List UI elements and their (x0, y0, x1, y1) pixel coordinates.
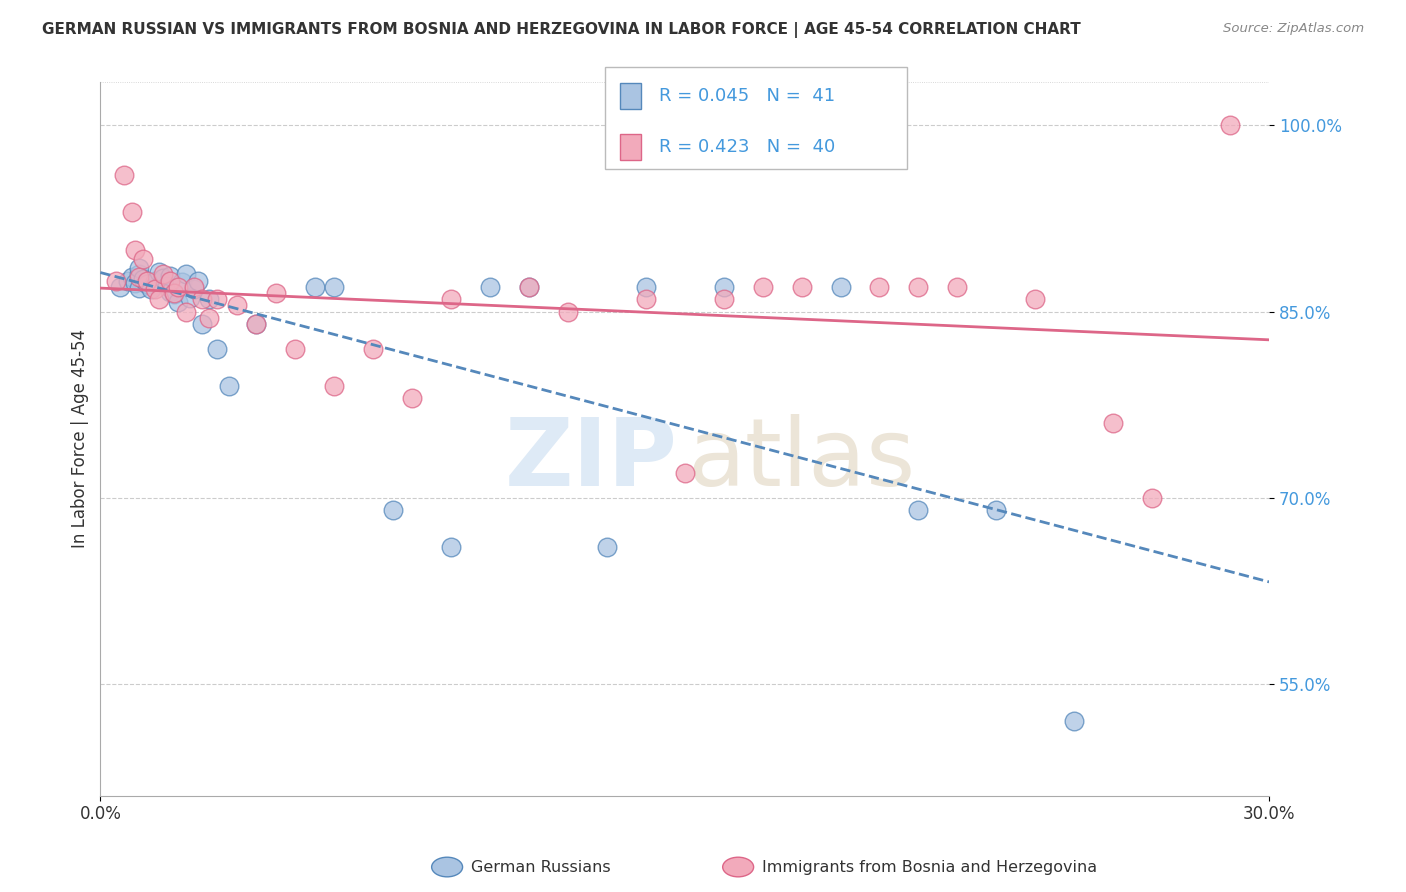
Point (1024, 292, 1046, 306)
Point (117, 274, 139, 288)
Point (304, 279, 326, 293)
Point (1219, 119, 1241, 133)
Text: Source: ZipAtlas.com: Source: ZipAtlas.com (1223, 22, 1364, 36)
Point (179, 291, 201, 305)
Point (124, 243, 146, 257)
Point (1140, 491, 1163, 505)
Point (713, 279, 735, 293)
Point (121, 205, 143, 219)
Point (163, 285, 186, 300)
Point (136, 277, 159, 292)
Point (183, 279, 205, 293)
Point (869, 279, 891, 293)
Point (673, 466, 696, 480)
Point (1102, 417, 1125, 431)
Point (946, 279, 969, 293)
Point (440, 292, 463, 306)
Point (245, 317, 267, 331)
Point (264, 285, 287, 300)
Point (190, 317, 212, 331)
Point (183, 282, 205, 296)
Point (830, 279, 852, 293)
Point (751, 279, 773, 293)
Point (198, 310, 221, 325)
Point (401, 392, 423, 406)
Point (132, 252, 155, 267)
Point (218, 379, 240, 393)
Point (128, 261, 150, 276)
Point (245, 317, 267, 331)
Point (124, 276, 146, 290)
Point (128, 268, 150, 282)
Point (440, 541, 463, 555)
Point (172, 275, 194, 289)
Point (143, 274, 166, 288)
Point (152, 271, 174, 285)
Point (167, 294, 190, 309)
Point (517, 279, 540, 293)
Point (167, 279, 190, 293)
Text: ZIP: ZIP (505, 414, 678, 507)
Point (284, 342, 307, 356)
Text: R = 0.423   N =  40: R = 0.423 N = 40 (659, 138, 835, 156)
Point (155, 278, 177, 293)
Point (907, 279, 929, 293)
Point (148, 265, 170, 279)
Point (104, 274, 127, 288)
Point (557, 304, 579, 318)
Point (198, 292, 221, 306)
Point (381, 503, 404, 517)
Point (159, 274, 181, 288)
Point (112, 168, 135, 182)
Point (163, 287, 186, 301)
Point (139, 282, 162, 296)
Text: R = 0.045   N =  41: R = 0.045 N = 41 (659, 87, 835, 105)
Text: GERMAN RUSSIAN VS IMMIGRANTS FROM BOSNIA AND HERZEGOVINA IN LABOR FORCE | AGE 45: GERMAN RUSSIAN VS IMMIGRANTS FROM BOSNIA… (42, 22, 1081, 38)
Point (148, 292, 170, 306)
Point (205, 342, 228, 356)
Point (187, 274, 209, 288)
Point (205, 292, 228, 306)
Text: German Russians: German Russians (471, 860, 610, 874)
Point (790, 279, 813, 293)
Point (174, 304, 197, 318)
Point (190, 292, 212, 306)
Point (323, 279, 346, 293)
Point (159, 285, 181, 299)
Point (132, 272, 155, 286)
Point (517, 279, 540, 293)
Point (634, 279, 657, 293)
Point (159, 268, 181, 283)
Point (713, 292, 735, 306)
Point (174, 268, 197, 282)
Point (986, 503, 1008, 517)
Point (1063, 714, 1085, 729)
Text: atlas: atlas (688, 414, 915, 507)
Point (634, 292, 657, 306)
Point (108, 279, 131, 293)
Point (128, 281, 150, 295)
Point (907, 503, 929, 517)
Point (136, 274, 159, 288)
Point (361, 342, 384, 356)
Point (121, 269, 143, 284)
Point (478, 279, 501, 293)
Point (152, 268, 174, 282)
Point (596, 541, 619, 555)
Point (143, 282, 166, 296)
Point (128, 269, 150, 284)
Text: Immigrants from Bosnia and Herzegovina: Immigrants from Bosnia and Herzegovina (762, 860, 1097, 874)
Point (225, 298, 247, 312)
Point (323, 379, 346, 393)
Y-axis label: In Labor Force | Age 45-54: In Labor Force | Age 45-54 (72, 329, 89, 549)
